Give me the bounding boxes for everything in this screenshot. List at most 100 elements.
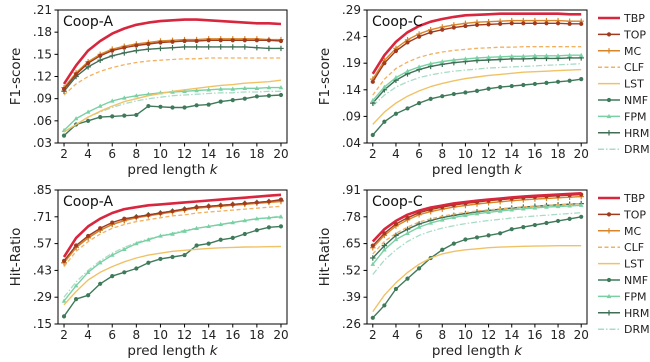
legend-item-hrm: HRM <box>598 307 649 320</box>
series-line-drm <box>63 90 281 133</box>
point-nmf <box>567 216 572 221</box>
point-fpm <box>146 237 151 242</box>
panel-title: Coop-C <box>372 194 423 210</box>
point-fpm <box>567 52 572 57</box>
point-hrm <box>242 44 248 50</box>
point-nmf <box>242 96 247 101</box>
point-fpm <box>439 217 445 222</box>
x-tick-label: 4 <box>392 328 400 342</box>
legend-label: HRM <box>624 127 649 140</box>
point-top <box>417 34 422 39</box>
point-fpm <box>428 220 433 225</box>
point-top <box>509 21 514 26</box>
point-fpm <box>521 206 526 211</box>
point-nmf <box>544 220 549 226</box>
point-top <box>182 38 187 44</box>
y-tick-label: .04 <box>342 136 361 150</box>
x-tick-label: 8 <box>438 147 446 161</box>
point-fpm <box>254 216 260 221</box>
point-fpm <box>428 61 433 66</box>
legend-marker <box>606 48 612 54</box>
legend-marker <box>606 130 612 136</box>
point-top <box>266 199 272 204</box>
point-top <box>134 43 139 48</box>
point-fpm <box>97 103 103 108</box>
series-line-drm <box>372 212 582 275</box>
point-nmf <box>417 266 422 271</box>
series-line-lst <box>372 245 582 313</box>
point-top <box>218 203 223 208</box>
point-fpm <box>61 298 67 303</box>
x-tick-label: 20 <box>273 328 288 342</box>
point-nmf <box>579 77 584 82</box>
y-tick-label: .14 <box>342 83 361 97</box>
point-hrm <box>121 50 128 56</box>
y-tick-label: .24 <box>342 30 361 44</box>
point-hrm <box>181 44 188 50</box>
point-fpm <box>474 55 480 60</box>
y-tick-label: .29 <box>342 3 361 17</box>
point-fpm <box>242 218 248 223</box>
legend-item-clf: CLF <box>598 61 644 74</box>
point-nmf <box>509 227 514 232</box>
point-fpm <box>509 207 515 212</box>
series-lst <box>372 68 582 125</box>
point-fpm <box>405 68 410 73</box>
legend-label: CLF <box>624 241 644 254</box>
legend-item-top: TOP <box>598 208 646 221</box>
series-fpm <box>61 85 284 133</box>
x-axis-label: pred length k <box>127 162 218 178</box>
point-fpm <box>474 211 480 216</box>
point-top <box>134 214 139 219</box>
legend-label: MC <box>624 225 641 238</box>
point-top <box>230 38 235 43</box>
legend-label: TBP <box>623 12 645 25</box>
chart-panel-2: 2 4 6 8 10 12 14 16 18 20 .04 .09 .14 .19 .24 .29 Coop-C… <box>317 3 589 178</box>
x-tick-label: 4 <box>84 328 92 342</box>
legend-label: TOP <box>623 28 646 41</box>
point-nmf <box>98 115 103 120</box>
point-nmf <box>405 106 410 111</box>
point-fpm <box>254 85 260 91</box>
point-fpm <box>393 75 399 80</box>
y-tick-label: .71 <box>33 210 52 224</box>
series-hrm <box>61 44 284 95</box>
point-nmf <box>498 231 503 236</box>
series-nmf <box>370 214 584 320</box>
point-hrm <box>97 57 103 63</box>
point-top <box>73 243 79 248</box>
x-tick-label: 16 <box>527 147 542 161</box>
point-fpm <box>170 231 175 236</box>
x-tick-label: 2 <box>60 328 68 342</box>
series-tbp <box>371 12 582 75</box>
point-fpm <box>266 85 272 90</box>
legend-label: DRM <box>624 323 650 336</box>
point-nmf <box>474 235 480 240</box>
point-nmf <box>218 99 223 104</box>
series-nmf <box>61 224 284 319</box>
point-top <box>110 220 115 225</box>
point-nmf <box>61 314 67 319</box>
point-nmf <box>579 214 584 219</box>
point-fpm <box>85 109 91 114</box>
x-tick-label: 20 <box>574 147 589 161</box>
point-fpm <box>278 85 284 90</box>
axes-frame <box>366 189 588 325</box>
point-nmf <box>158 256 163 262</box>
y-tick-label: .26 <box>342 317 361 331</box>
x-tick-label: 16 <box>225 328 240 342</box>
x-tick-label: 4 <box>392 147 400 161</box>
series-fpm <box>370 52 584 103</box>
point-nmf <box>486 86 491 91</box>
legend-label: TOP <box>623 208 646 221</box>
legend-marker <box>606 277 612 283</box>
point-nmf <box>440 94 445 99</box>
point-fpm <box>158 233 163 238</box>
point-fpm <box>567 203 572 208</box>
point-nmf <box>110 274 115 279</box>
x-tick-label: 16 <box>527 328 542 342</box>
y-tick-label: .43 <box>33 263 52 277</box>
legend-label: DRM <box>624 143 650 156</box>
point-top <box>440 27 445 32</box>
point-nmf <box>170 105 175 110</box>
